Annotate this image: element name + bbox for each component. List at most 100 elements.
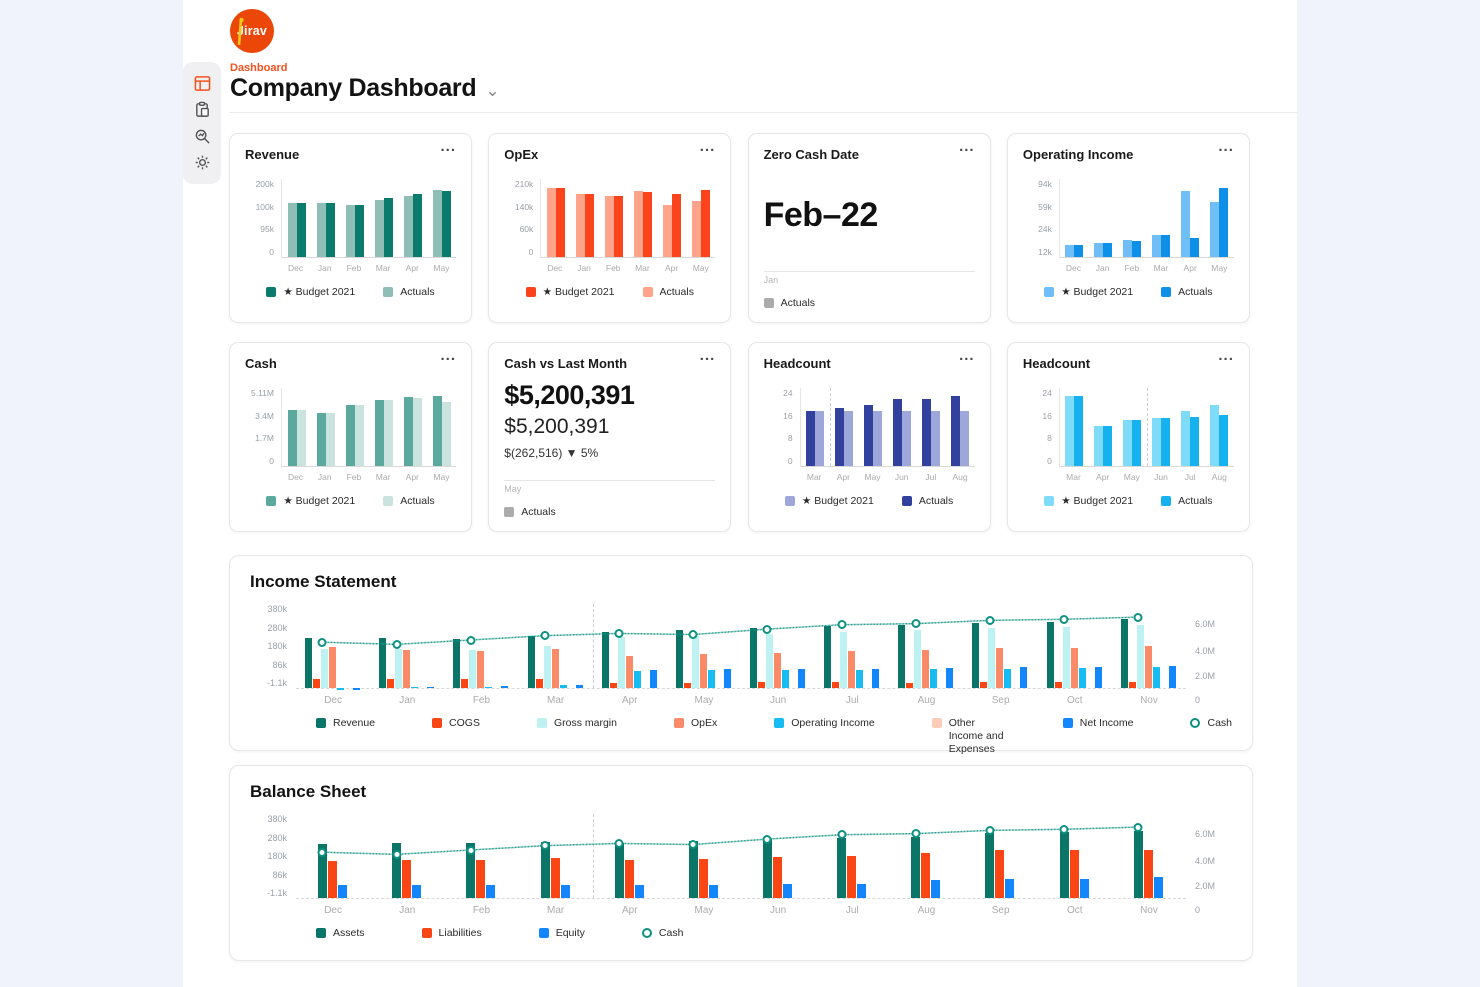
bar-group-apr	[403, 397, 422, 466]
legend-item-actuals[interactable]: Actuals	[1161, 286, 1213, 298]
legend-item-opex[interactable]: OpEx	[673, 717, 717, 730]
bar-group-mar	[1152, 235, 1171, 257]
bar-group-mar	[527, 635, 584, 688]
card-menu-icon[interactable]: ...	[1218, 347, 1234, 364]
legend-item-net-income[interactable]: Net Income	[1062, 717, 1133, 730]
x-tick: Dec	[288, 472, 304, 482]
legend-item-operating-income[interactable]: Operating Income	[774, 717, 875, 730]
bar-actuals	[1219, 415, 1229, 466]
chart-legend: Assets Liabilities Equity Cash	[316, 927, 1232, 940]
bar-net-income	[1020, 667, 1028, 688]
card-title: Headcount	[1022, 356, 1091, 371]
chart-legend: Actuals	[504, 506, 715, 518]
mini-bar-chart: 210k 140k 60k 0 Dec Jan Feb Mar Apr May	[504, 179, 716, 273]
bar-net-income	[649, 669, 657, 688]
card-menu-icon[interactable]: ...	[699, 138, 716, 155]
x-axis-labels: Dec Jan Feb Mar Apr May Jun Jul Aug Sep Oct Nov	[296, 905, 1186, 916]
x-tick: Jun	[770, 905, 787, 916]
bar-equity	[1005, 879, 1015, 898]
bar-budget-2021	[1210, 202, 1220, 257]
card-menu-icon[interactable]: ...	[440, 138, 456, 155]
bar-actuals	[864, 404, 874, 466]
bar-budget-2021	[902, 410, 912, 466]
bar-budget-2021	[403, 397, 413, 466]
bar-actuals	[403, 196, 413, 257]
x-tick: Jan	[399, 905, 416, 916]
cash-point-jul	[837, 830, 847, 840]
x-tick: Aug	[952, 472, 968, 482]
legend-item-liabilities[interactable]: Liabilities	[421, 927, 482, 940]
chevron-down-icon[interactable]: ⌄	[485, 81, 500, 100]
bar-group-apr	[1094, 425, 1113, 466]
legend-item-actuals[interactable]: Actuals	[383, 495, 435, 507]
jirav-logo[interactable]: Jirav	[230, 9, 274, 53]
y-tick: 95k	[260, 224, 274, 235]
legend-item-budget-2021[interactable]: ★ Budget 2021	[1044, 495, 1133, 507]
bar-group-may	[691, 189, 710, 257]
bar-assets	[392, 842, 402, 898]
bar-budget-2021	[1152, 235, 1162, 257]
legend-item-actuals[interactable]: Actuals	[383, 286, 435, 298]
x-tick: Jan	[1095, 263, 1110, 273]
bar-group-jan	[575, 193, 594, 257]
x-tick: Feb	[605, 263, 621, 273]
legend-item-budget-2021[interactable]: ★ Budget 2021	[1044, 286, 1133, 298]
legend-item-actuals[interactable]: Actuals	[901, 495, 953, 507]
legend-item-gross-margin[interactable]: Gross margin	[536, 717, 617, 730]
bar-opex	[699, 654, 707, 688]
x-tick: Sep	[991, 695, 1010, 706]
bar-group-feb	[1123, 239, 1142, 257]
card-menu-icon[interactable]: ...	[1218, 138, 1234, 155]
legend-item-budget-2021[interactable]: ★ Budget 2021	[266, 495, 355, 507]
legend-item-budget-2021[interactable]: ★ Budget 2021	[784, 495, 874, 507]
bar-actuals	[383, 399, 393, 466]
card-title: Headcount	[763, 356, 831, 371]
card-menu-icon[interactable]: ...	[959, 138, 975, 155]
x-tick: Jun	[1154, 472, 1168, 482]
legend-item-equity[interactable]: Equity	[538, 927, 585, 940]
y-tick: -1.1k	[266, 678, 287, 688]
legend-swatch	[421, 928, 432, 938]
legend-item-actuals[interactable]: Actuals	[1161, 495, 1213, 507]
x-tick: Dec	[324, 695, 342, 706]
legend-item-actuals[interactable]: Actuals	[504, 506, 556, 518]
card-menu-icon[interactable]: ...	[699, 347, 716, 364]
bar-budget-2021	[815, 410, 825, 466]
legend-item-actuals[interactable]: Actuals	[642, 286, 694, 298]
legend-item-other-income-and-expenses[interactable]: Other Income and Expenses	[931, 717, 1006, 756]
gear-icon[interactable]	[193, 154, 211, 172]
bar-opex	[1144, 646, 1152, 688]
x-tick: May	[692, 263, 709, 273]
x-tick: May	[864, 472, 881, 482]
bar-equity	[1079, 879, 1089, 898]
header-divider	[229, 112, 1297, 113]
legend-label: Actuals	[780, 297, 816, 309]
bar-net-income	[723, 668, 731, 688]
x-axis-labels: Dec Jan Feb Mar Apr May Jun Jul Aug Sep Oct Nov	[296, 695, 1186, 706]
legend-item-cogs[interactable]: COGS	[432, 717, 480, 730]
right-axis-labels: 6.0M 4.0M 2.0M 0	[1186, 604, 1232, 706]
legend-item-cash[interactable]: Cash	[1190, 717, 1232, 730]
bar-equity	[931, 880, 941, 898]
bar-revenue	[379, 637, 387, 688]
cash-point-feb	[466, 635, 476, 645]
legend-item-assets[interactable]: Assets	[316, 927, 365, 940]
forecast-divider	[592, 814, 594, 898]
breadcrumb[interactable]: Dashboard	[230, 62, 288, 74]
bar-budget-2021	[296, 203, 306, 257]
legend-item-revenue[interactable]: Revenue	[316, 717, 375, 730]
clipboard-icon[interactable]	[193, 101, 211, 119]
legend-item-budget-2021[interactable]: ★ Budget 2021	[266, 286, 355, 298]
legend-item-cash[interactable]: Cash	[641, 927, 683, 940]
y-tick: 380k	[267, 814, 287, 824]
dashboard-icon[interactable]	[193, 74, 211, 92]
card-menu-icon[interactable]: ...	[440, 347, 456, 364]
legend-item-budget-2021[interactable]: ★ Budget 2021	[525, 286, 615, 298]
y-tick: 0	[269, 246, 274, 257]
bar-group-may	[864, 404, 883, 466]
search-chart-icon[interactable]	[193, 127, 211, 145]
cash-line	[296, 604, 1186, 688]
card-menu-icon[interactable]: ...	[959, 347, 975, 364]
legend-item-actuals[interactable]: Actuals	[763, 297, 816, 309]
